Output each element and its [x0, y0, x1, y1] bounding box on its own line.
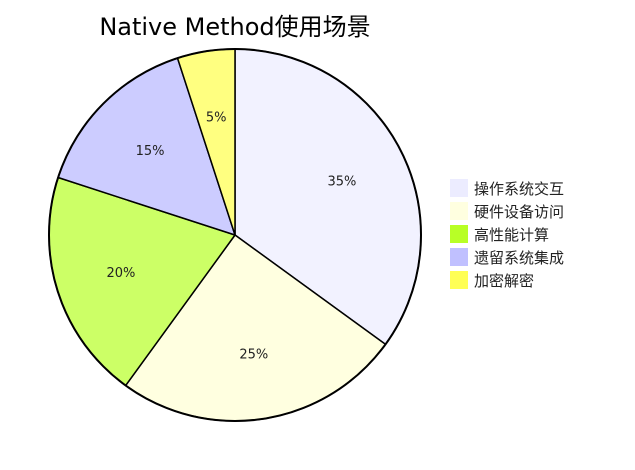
slice-value-label-2: 25%	[239, 348, 268, 363]
legend-label-3: 高性能计算	[474, 226, 549, 244]
slice-value-label-4: 15%	[136, 144, 165, 159]
legend-swatch-2	[450, 202, 468, 220]
legend-label-5: 加密解密	[474, 272, 534, 290]
legend-swatch-3	[450, 225, 468, 243]
slice-labels: 35% 25% 20% 15% 5%	[106, 111, 356, 363]
slice-value-label-3: 20%	[106, 266, 135, 281]
legend-swatch-1	[450, 179, 468, 197]
legend-label-2: 硬件设备访问	[474, 203, 564, 221]
legend-swatch-5	[450, 271, 468, 289]
slice-value-label-5: 5%	[206, 111, 227, 126]
slice-value-label-1: 35%	[327, 175, 356, 190]
legend-label-1: 操作系统交互	[474, 180, 564, 198]
chart-title: Native Method使用场景	[99, 13, 370, 41]
legend-label-4: 遗留系统集成	[474, 249, 564, 267]
pie-slices	[48, 48, 422, 422]
legend-swatch-4	[450, 248, 468, 266]
pie-outline	[48, 48, 422, 422]
